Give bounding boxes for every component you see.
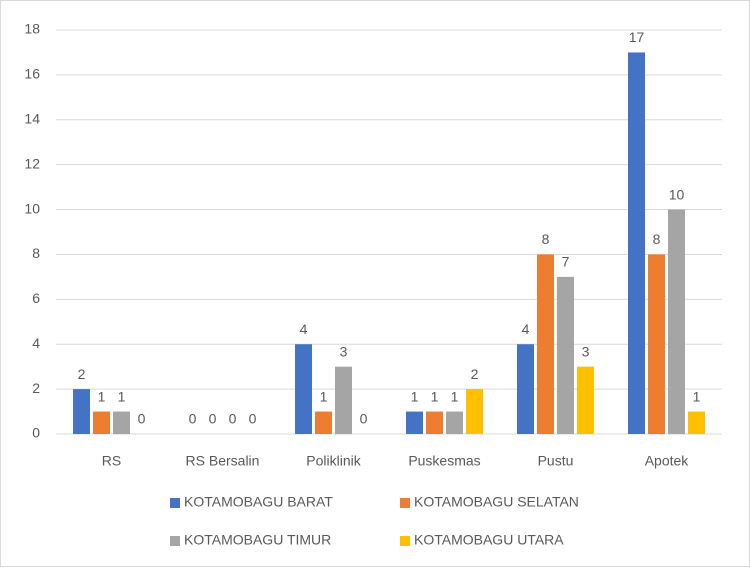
y-tick-label: 8 [32, 245, 40, 261]
data-label: 1 [118, 388, 126, 404]
data-label: 1 [320, 388, 328, 404]
data-label: 0 [209, 411, 217, 427]
data-label: 0 [138, 411, 146, 427]
y-tick-label: 16 [24, 66, 40, 82]
data-label: 8 [653, 231, 661, 247]
bar [668, 209, 685, 434]
bar [113, 411, 130, 434]
data-label: 1 [431, 388, 439, 404]
x-tick-label: Pustu [538, 453, 574, 469]
x-tick-label: Apotek [645, 453, 690, 469]
x-tick-label: RS [102, 453, 121, 469]
x-tick-label: RS Bersalin [186, 453, 260, 469]
data-label: 1 [693, 388, 701, 404]
data-label: 8 [542, 231, 550, 247]
legend-swatch [170, 536, 180, 546]
y-tick-label: 2 [32, 380, 40, 396]
data-label: 0 [360, 411, 368, 427]
bar [557, 276, 574, 434]
bar [648, 254, 665, 434]
data-label: 17 [629, 29, 645, 45]
y-tick-label: 14 [24, 110, 40, 126]
data-label: 7 [562, 254, 570, 270]
y-tick-label: 4 [32, 335, 40, 351]
bar [93, 411, 110, 434]
bar [446, 411, 463, 434]
data-label: 0 [249, 411, 257, 427]
legend-label: KOTAMOBAGU UTARA [414, 532, 564, 548]
bar [315, 411, 332, 434]
data-label: 2 [471, 366, 479, 382]
x-tick-label: Poliklinik [306, 453, 361, 469]
data-label: 0 [229, 411, 237, 427]
y-tick-label: 0 [32, 425, 40, 441]
legend-swatch [400, 498, 410, 508]
bar [73, 389, 90, 434]
data-label: 10 [669, 186, 685, 202]
bar [517, 344, 534, 434]
bar [537, 254, 554, 434]
data-label: 4 [522, 321, 530, 337]
data-label: 1 [98, 388, 106, 404]
bar [295, 344, 312, 434]
data-label: 1 [451, 388, 459, 404]
data-label: 3 [340, 343, 348, 359]
bar [406, 411, 423, 434]
legend-label: KOTAMOBAGU BARAT [184, 494, 333, 510]
y-tick-label: 6 [32, 290, 40, 306]
bar [335, 366, 352, 434]
legend-label: KOTAMOBAGU TIMUR [184, 532, 331, 548]
bar [688, 411, 705, 434]
bar [577, 366, 594, 434]
legend-swatch [400, 536, 410, 546]
y-tick-label: 12 [24, 155, 40, 171]
y-tick-label: 10 [24, 200, 40, 216]
data-label: 3 [582, 343, 590, 359]
data-label: 4 [300, 321, 308, 337]
bar [426, 411, 443, 434]
bar [628, 52, 645, 434]
y-tick-label: 18 [24, 21, 40, 37]
legend-swatch [170, 498, 180, 508]
bar [466, 389, 483, 434]
x-tick-label: Puskesmas [408, 453, 480, 469]
data-label: 0 [189, 411, 197, 427]
data-label: 1 [411, 388, 419, 404]
legend-label: KOTAMOBAGU SELATAN [414, 494, 579, 510]
data-label: 2 [78, 366, 86, 382]
